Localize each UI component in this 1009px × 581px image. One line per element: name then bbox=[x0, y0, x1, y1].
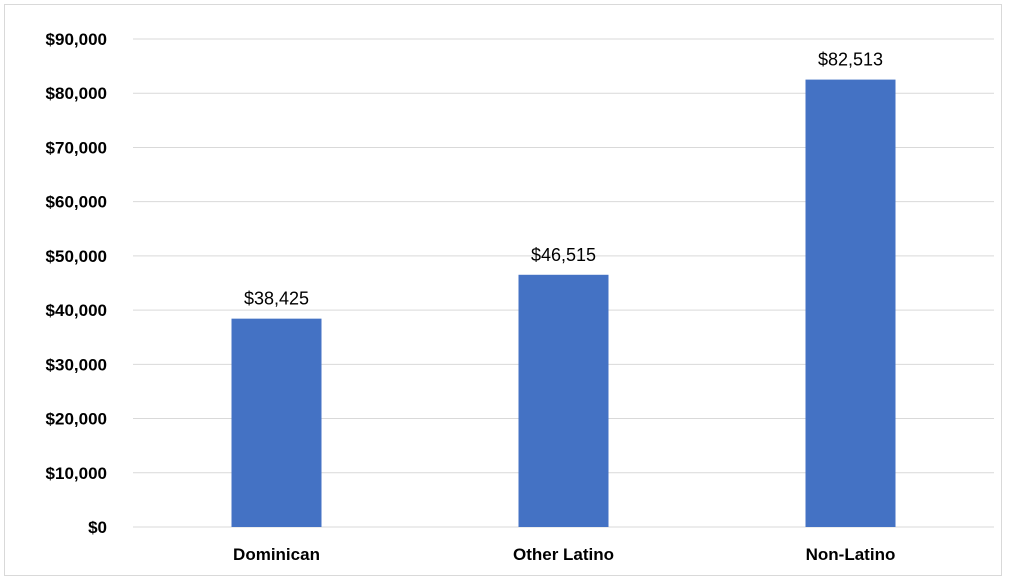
data-labels: $38,425 $46,515 $82,513 bbox=[244, 50, 883, 309]
y-tick-label: $70,000 bbox=[46, 138, 107, 157]
y-tick-label: $50,000 bbox=[46, 247, 107, 266]
y-axis-ticks: $0 $10,000 $20,000 $30,000 $40,000 $50,000 $60… bbox=[46, 30, 107, 537]
data-label: $46,515 bbox=[531, 245, 596, 265]
y-tick-label: $40,000 bbox=[46, 301, 107, 320]
y-tick-label: $0 bbox=[88, 518, 107, 537]
y-tick-label: $10,000 bbox=[46, 464, 107, 483]
y-tick-label: $90,000 bbox=[46, 30, 107, 49]
y-tick-label: $30,000 bbox=[46, 355, 107, 374]
bar bbox=[231, 318, 322, 527]
y-tick-label: $80,000 bbox=[46, 84, 107, 103]
bars bbox=[231, 79, 896, 527]
x-axis-categories: Dominican Other Latino Non-Latino bbox=[233, 545, 895, 564]
x-category-label: Non-Latino bbox=[806, 545, 896, 564]
bar bbox=[805, 79, 896, 527]
bar bbox=[518, 274, 609, 527]
x-category-label: Other Latino bbox=[513, 545, 614, 564]
y-tick-label: $60,000 bbox=[46, 193, 107, 212]
y-tick-label: $20,000 bbox=[46, 410, 107, 429]
data-label: $38,425 bbox=[244, 289, 309, 309]
x-category-label: Dominican bbox=[233, 545, 320, 564]
data-label: $82,513 bbox=[818, 50, 883, 70]
